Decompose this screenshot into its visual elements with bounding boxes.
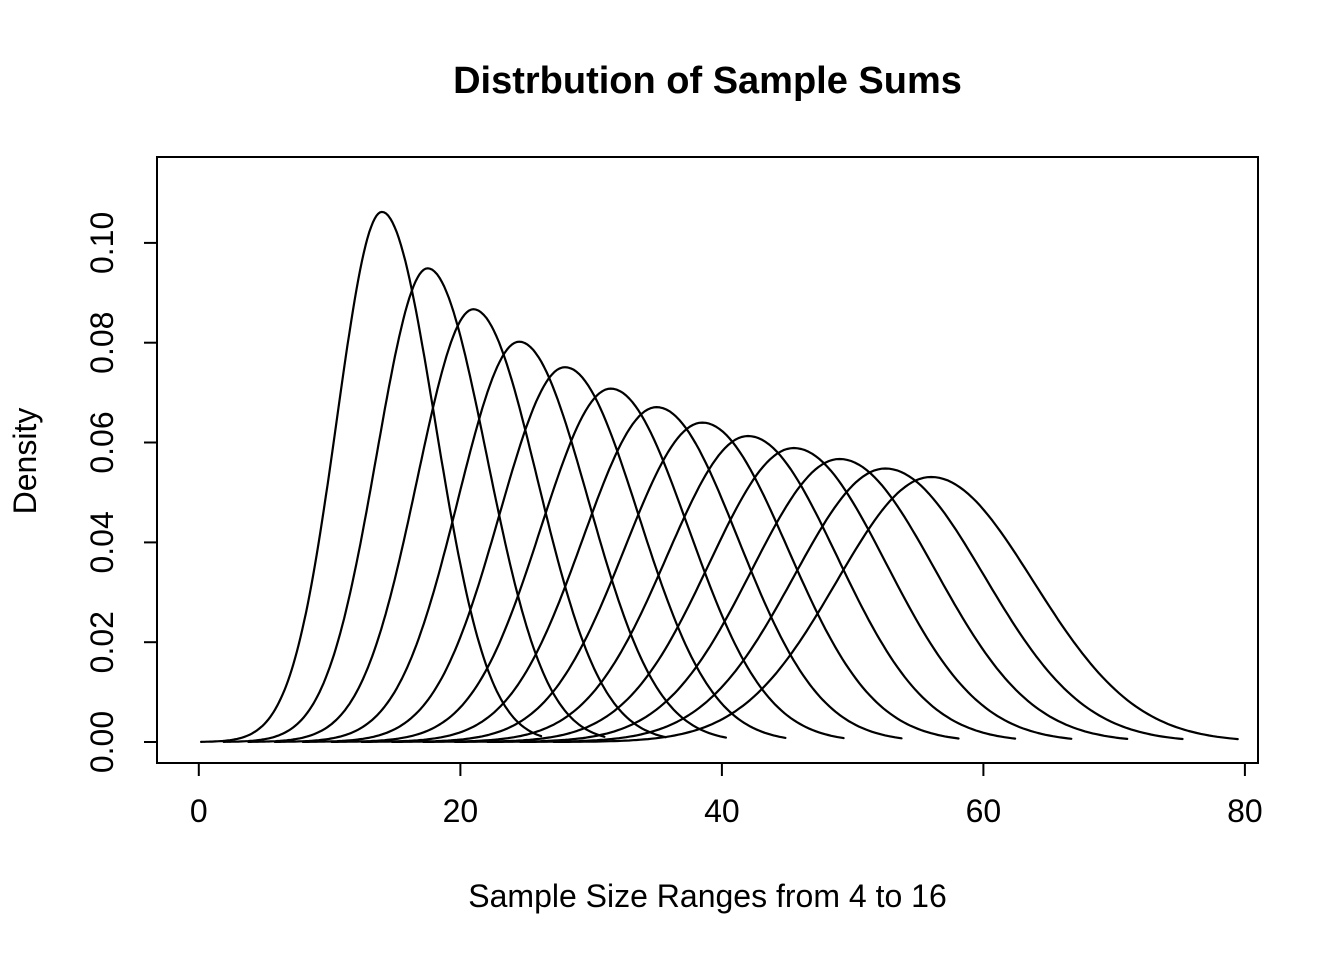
x-tick-label: 80	[1227, 793, 1263, 829]
density-curve-n=13	[453, 446, 1073, 743]
density-curve-n=7	[273, 340, 727, 743]
density-curve-n=10	[360, 406, 903, 743]
y-tick-label: 0.04	[84, 511, 120, 573]
x-tick-label: 20	[443, 793, 479, 829]
x-tick-label: 40	[704, 793, 740, 829]
x-tick-label: 60	[966, 793, 1002, 829]
density-curve-n=11	[390, 421, 960, 743]
plot-border	[156, 156, 1259, 764]
density-curve-n=12	[422, 434, 1017, 743]
chart-title: Distrbution of Sample Sums	[453, 60, 962, 102]
y-tick-label: 0.10	[84, 212, 120, 274]
y-tick-label: 0.08	[84, 312, 120, 374]
x-tick-label: 0	[190, 793, 208, 829]
y-tick-label: 0.06	[84, 411, 120, 473]
density-curve-n=15	[519, 467, 1184, 743]
curves-group	[200, 210, 1239, 743]
y-tick-label: 0.00	[84, 711, 120, 773]
y-tick-label: 0.02	[84, 611, 120, 673]
density-curve-n=16	[552, 475, 1239, 743]
density-curve-n=4	[200, 210, 543, 743]
x-axis-title: Sample Size Ranges from 4 to 16	[468, 878, 947, 914]
density-curve-n=14	[486, 457, 1129, 743]
density-curve-n=9	[330, 387, 845, 743]
density-curve-n=6	[247, 308, 667, 743]
density-curve-n=8	[301, 366, 787, 743]
